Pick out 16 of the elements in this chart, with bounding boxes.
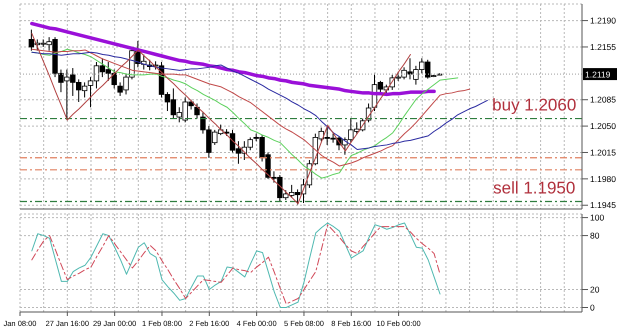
y-tick-label: 80 — [590, 230, 600, 241]
ref-line-label: sell 1.1950 — [493, 178, 576, 198]
ref-line-label: 1.2119 — [585, 70, 611, 80]
y-tick-label: 1.2050 — [590, 121, 616, 132]
line-series — [31, 32, 411, 204]
y-tick-label: 1.2190 — [590, 16, 616, 26]
y-tick-label: 1.1980 — [590, 174, 616, 184]
y-tick-label: 0 — [590, 302, 595, 313]
line-series — [31, 52, 488, 150]
y-tick-label: 1.2015 — [590, 147, 616, 158]
y-tick-label: 1.1945 — [590, 200, 616, 210]
y-tick-label: 1.2085 — [590, 94, 616, 105]
ref-line-label: buy 1.2060 — [492, 96, 576, 115]
y-tick-label: 20 — [590, 284, 600, 295]
y-tick-label: 1.2155 — [590, 42, 616, 52]
y-tick-label: 100 — [590, 212, 604, 223]
